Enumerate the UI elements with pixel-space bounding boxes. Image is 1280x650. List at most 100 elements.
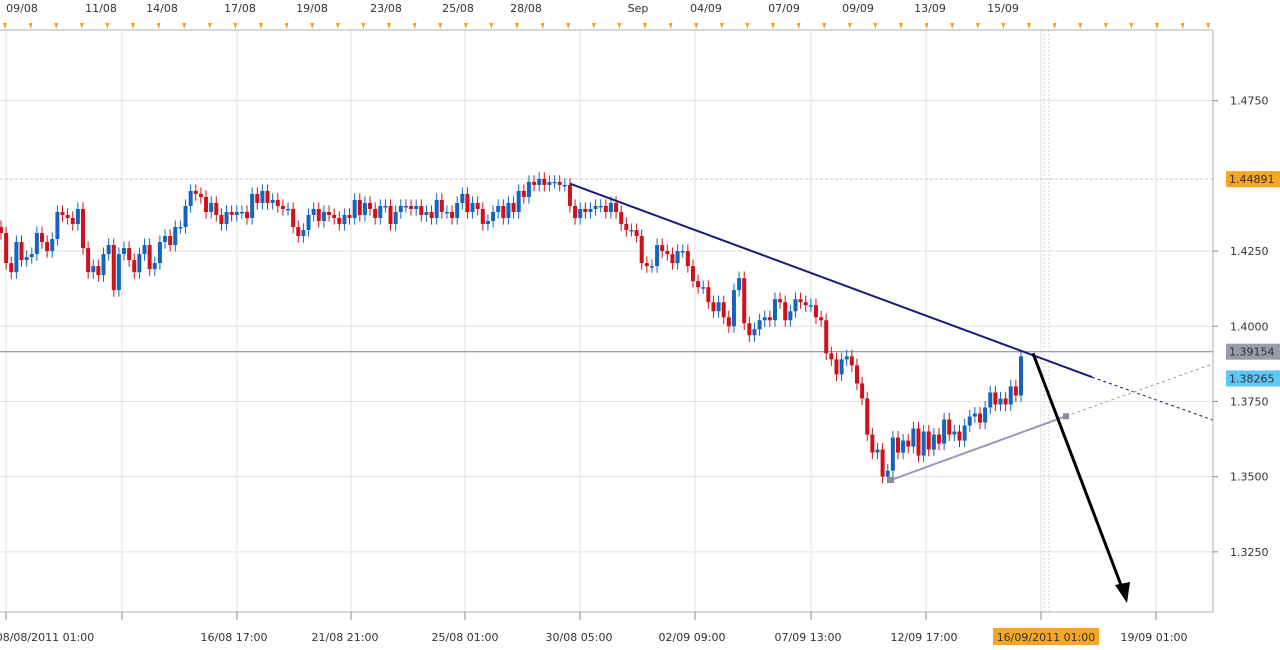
candle-body	[96, 266, 101, 276]
top-axis-tick-marker	[361, 23, 366, 29]
candle-body	[465, 193, 470, 212]
top-date-label: 15/09	[987, 2, 1019, 15]
candle-body	[29, 254, 34, 258]
candle-body	[767, 317, 772, 321]
candle-body	[188, 190, 193, 206]
candle	[685, 244, 690, 273]
candle-body	[742, 278, 747, 324]
candle-body	[311, 208, 316, 215]
candle-body	[327, 211, 332, 215]
top-axis-tick-marker	[259, 23, 263, 29]
candle-body	[439, 199, 444, 212]
candle-body	[1003, 398, 1008, 405]
candle-body	[726, 317, 731, 327]
candle	[506, 196, 511, 225]
trendline-handle	[1063, 413, 1069, 420]
candle	[988, 385, 993, 415]
candle-body	[526, 181, 531, 197]
candle-body	[224, 211, 229, 224]
candle	[40, 226, 45, 249]
candle-body	[839, 359, 844, 375]
top-date-label: 17/08	[224, 2, 256, 15]
candle-body	[557, 181, 562, 185]
candle	[870, 427, 875, 460]
candle-body	[870, 434, 875, 453]
candle	[916, 421, 921, 463]
candle	[649, 259, 654, 273]
candle	[60, 205, 65, 222]
candle-body	[598, 205, 603, 208]
candle	[45, 235, 50, 258]
candle	[906, 433, 911, 454]
candle	[936, 427, 941, 451]
candle-body	[803, 302, 808, 306]
candle	[81, 202, 86, 255]
candle	[660, 238, 665, 258]
candle-body	[55, 211, 60, 240]
top-axis-tick-marker	[233, 23, 238, 29]
top-axis-tick-marker	[975, 23, 980, 29]
top-axis-tick-marker	[131, 23, 135, 29]
candle	[603, 199, 608, 219]
candle	[813, 298, 818, 324]
candle	[993, 385, 998, 412]
candle	[14, 235, 19, 279]
candle	[998, 391, 1003, 412]
candle-body	[4, 233, 9, 264]
candle	[839, 352, 844, 382]
candle	[711, 295, 716, 318]
top-date-label: 25/08	[442, 2, 474, 15]
current-time-highlight	[993, 628, 1099, 645]
candle-body	[547, 181, 552, 185]
candle-body	[265, 190, 270, 203]
price-lines	[0, 178, 1213, 353]
candle	[137, 247, 142, 279]
candle-body	[485, 220, 490, 224]
candle-body	[506, 202, 511, 218]
candle	[219, 208, 224, 231]
price-marker-label: 1.39154	[1229, 346, 1275, 359]
candle	[96, 259, 101, 282]
top-date-label: 09/09	[842, 2, 874, 15]
candle-body	[393, 211, 398, 224]
top-axis-tick-marker	[310, 23, 315, 29]
candle	[972, 406, 977, 424]
candle-body	[670, 254, 675, 264]
candle-body	[19, 242, 24, 261]
candle	[296, 220, 301, 243]
candle	[178, 220, 183, 234]
candle	[675, 244, 680, 270]
price-tick-label: 1.3500	[1230, 471, 1269, 484]
candle	[860, 376, 865, 406]
candle	[475, 196, 480, 216]
candle	[696, 274, 701, 294]
candle	[757, 313, 762, 336]
candle-body	[127, 248, 132, 261]
candle-body	[316, 208, 321, 221]
candle	[726, 310, 731, 333]
candle-body	[988, 392, 993, 408]
candle-body	[721, 302, 726, 318]
candle-body	[0, 227, 3, 234]
candle	[439, 193, 444, 219]
candle-body	[993, 392, 998, 405]
top-axis-tick-marker	[1155, 23, 1159, 29]
candle	[583, 202, 588, 219]
candle	[229, 205, 234, 222]
candle-body	[50, 239, 55, 252]
top-axis-tick-marker	[643, 23, 647, 29]
candle-body	[834, 359, 839, 375]
price-marker-label: 1.44891	[1229, 173, 1275, 186]
candle-body	[880, 449, 885, 477]
candle	[844, 349, 849, 366]
candle-body	[619, 211, 624, 224]
top-axis-tick-marker	[617, 23, 622, 29]
price-tick-label: 1.3250	[1230, 546, 1269, 559]
candle-body	[501, 205, 506, 218]
candle-body	[542, 178, 547, 185]
candle	[911, 421, 916, 454]
candle	[772, 292, 777, 327]
candle-body	[147, 245, 152, 270]
candle-body	[368, 202, 373, 209]
